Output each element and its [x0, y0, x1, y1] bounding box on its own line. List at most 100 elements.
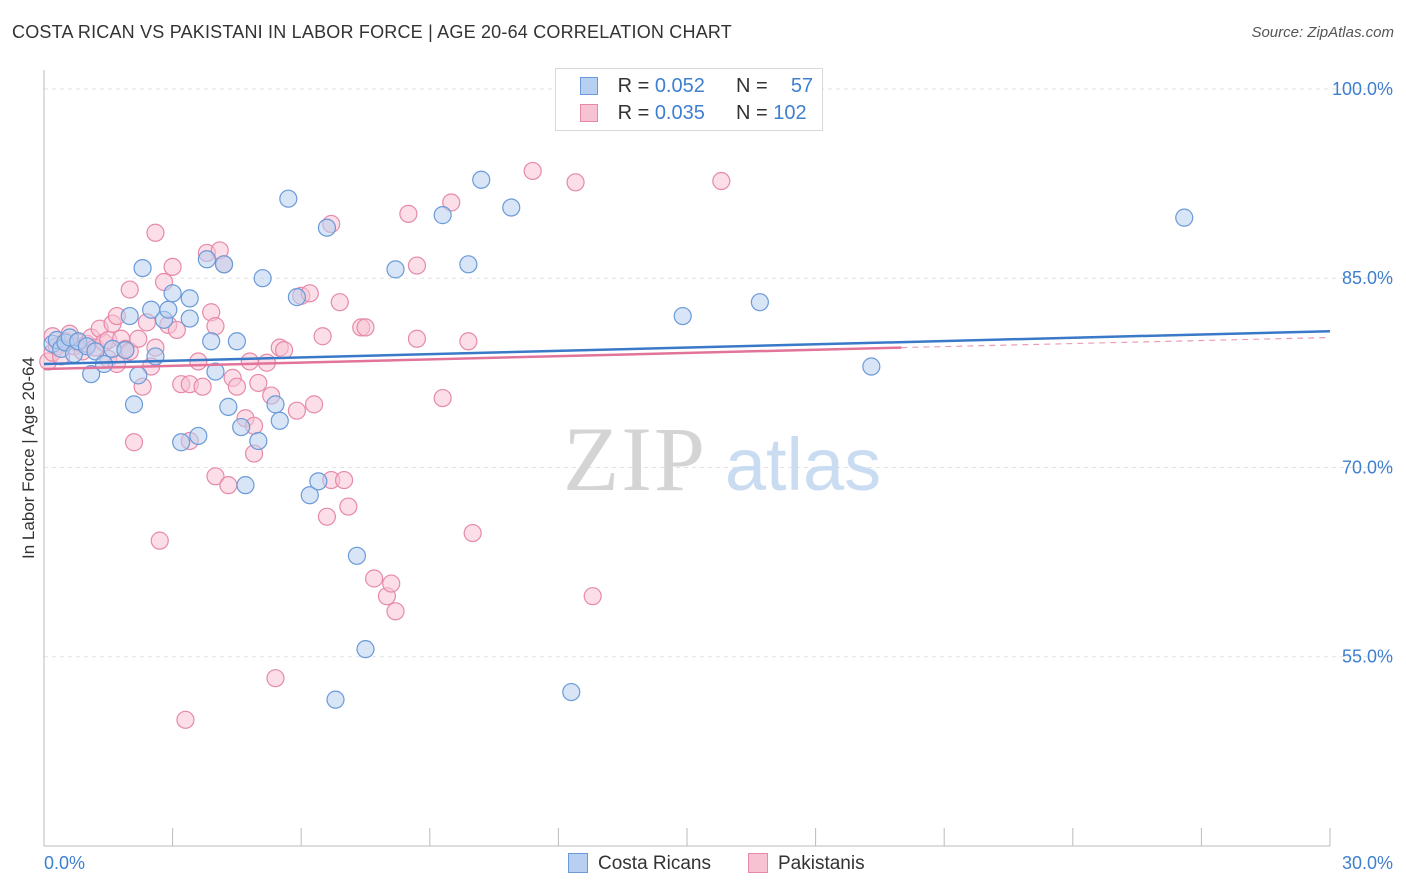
n-label: N =: [736, 75, 768, 97]
pakistani-trend-extension: [901, 336, 1331, 349]
costa-rican-point: [120, 306, 139, 326]
costa-rican-point: [673, 306, 692, 326]
r-label: R =: [617, 75, 650, 97]
y-tick-label: 85.0%: [1342, 268, 1393, 288]
costa-rican-point: [249, 431, 268, 451]
costa-rican-point: [232, 417, 251, 437]
pakistani-point: [382, 574, 401, 593]
pakistani-point: [339, 497, 358, 516]
pakistani-point: [433, 388, 452, 408]
costa-legend-label: Costa Ricans: [598, 853, 711, 874]
pakistani-point: [274, 341, 294, 360]
costa-rican-point: [287, 288, 307, 307]
pakistani-point: [176, 710, 195, 729]
costa-rican-point: [459, 255, 478, 274]
costa-rican-point: [750, 293, 769, 312]
costa-rican-point: [172, 433, 191, 452]
pakistani-point: [150, 531, 169, 550]
costa-rican-point: [133, 259, 152, 278]
costa-rican-points: [43, 170, 1194, 709]
costa-rican-point: [124, 395, 144, 414]
x-tick-labels: 0.0% 30.0%: [44, 853, 1393, 873]
pakistani-point: [189, 352, 208, 371]
costa-rican-point: [129, 366, 148, 385]
costa-rican-point: [309, 472, 328, 491]
pakistani-point: [193, 377, 212, 396]
costa-rican-point: [356, 640, 375, 659]
pakistani-point: [219, 476, 238, 495]
bottom-legend-costa: Costa Ricans: [568, 853, 711, 875]
pakistani-trend-line: [43, 346, 902, 371]
pakistani-point: [407, 256, 427, 275]
costa-trend-line: [43, 329, 1331, 366]
pakistani-point: [399, 204, 418, 223]
x-tick-label-min: 0.0%: [44, 853, 85, 873]
pakistani-point: [129, 329, 148, 348]
pakistani-point: [163, 257, 182, 276]
costa-rican-point: [189, 426, 208, 446]
r-label: R =: [617, 102, 650, 124]
costa-rican-point: [300, 486, 319, 505]
pakistani-point: [356, 318, 375, 337]
costa-rican-point: [317, 218, 337, 237]
pakistani-point: [407, 329, 427, 348]
costa-legend-swatch: [568, 853, 588, 873]
legend-row-pakistani: R = 0.035 N = 102: [580, 102, 807, 126]
costa-rican-point: [214, 255, 234, 274]
pakistani-point: [124, 433, 144, 452]
bottom-legend-pakistani: Pakistanis: [748, 853, 865, 875]
y-tick-label: 55.0%: [1342, 647, 1393, 667]
costa-rican-point: [163, 284, 182, 303]
costa-swatch: [580, 77, 598, 95]
costa-rican-point: [266, 395, 285, 414]
costa-rican-point: [116, 341, 135, 360]
pakistani-point: [266, 669, 285, 688]
pakistani-point: [206, 467, 225, 486]
costa-rican-point: [270, 411, 289, 430]
pakistani-point: [167, 320, 186, 340]
pakistani-point: [227, 377, 246, 396]
pakistani-point: [249, 373, 268, 393]
stats-legend: R = 0.052 N = 57 R = 0.035 N = 102: [555, 68, 823, 131]
costa-rican-point: [562, 682, 581, 702]
watermark: ZIP atlas: [563, 408, 881, 510]
y-tick-label: 100.0%: [1332, 79, 1393, 99]
pakistani-point: [523, 161, 542, 181]
pakistani-point: [334, 470, 354, 490]
costa-rican-point: [472, 170, 491, 189]
costa-rican-point: [94, 354, 114, 374]
pakistani-r-value: 0.035: [654, 102, 705, 124]
legend-row-costa: R = 0.052 N = 57: [580, 75, 813, 99]
pakistani-points: [39, 79, 812, 729]
pakistani-point: [386, 602, 405, 621]
costa-rican-point: [862, 357, 881, 376]
trend-lines: [43, 329, 1331, 371]
watermark-atlas: atlas: [725, 423, 881, 506]
pakistani-point: [463, 523, 482, 543]
x-tick-label-max: 30.0%: [1342, 853, 1393, 873]
costa-rican-point: [236, 476, 255, 495]
pakistani-point: [566, 173, 585, 192]
source-label: Source: ZipAtlas.com: [1251, 24, 1394, 41]
costa-rican-point: [197, 250, 216, 269]
costa-rican-point: [253, 269, 272, 288]
pakistani-swatch: [580, 104, 598, 122]
pakistani-point: [313, 327, 332, 346]
costa-rican-point: [219, 397, 238, 416]
pakistani-point: [459, 332, 478, 351]
pakistani-point: [330, 293, 349, 312]
pakistani-point: [317, 507, 337, 526]
costa-rican-point: [433, 206, 452, 225]
costa-rican-point: [347, 546, 367, 565]
costa-rican-point: [180, 289, 199, 308]
pakistani-point: [206, 317, 225, 336]
costa-rican-point: [227, 332, 246, 351]
pakistani-point: [240, 352, 259, 371]
n-label: N =: [736, 102, 768, 124]
pakistani-point: [287, 401, 307, 420]
costa-rican-point: [326, 690, 345, 709]
costa-rican-point: [180, 309, 199, 328]
pakistani-point: [146, 223, 165, 242]
costa-rican-point: [386, 260, 405, 279]
